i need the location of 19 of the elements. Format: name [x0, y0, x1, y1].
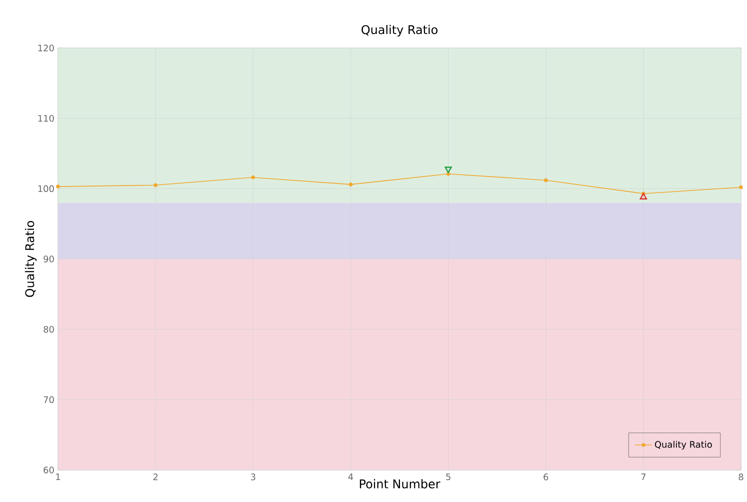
x-tick-label: 2: [153, 474, 158, 480]
x-tick-label: 6: [544, 474, 548, 480]
x-tick-label: 5: [446, 474, 450, 480]
y-tick-label: 120: [38, 44, 54, 52]
y-tick-label: 90: [44, 256, 54, 262]
x-tick-label: 4: [348, 474, 354, 480]
x-axis-title: Point Number: [360, 479, 440, 488]
y-tick-label: 110: [38, 114, 54, 122]
x-tick-label: 7: [641, 474, 646, 480]
y-tick-label: 80: [44, 326, 54, 333]
chart-title: Quality Ratio: [362, 24, 438, 36]
x-tick-label: 1: [56, 474, 60, 480]
x-tick-label: 8: [738, 474, 744, 480]
legend-label: Quality Ratio: [654, 440, 712, 450]
x-tick-label: 3: [250, 474, 256, 480]
y-axis-title: Quality Ratio: [24, 221, 37, 297]
y-tick-label: 100: [38, 185, 54, 192]
y-tick-label: 70: [44, 396, 54, 404]
y-tick-label: 60: [44, 466, 54, 474]
